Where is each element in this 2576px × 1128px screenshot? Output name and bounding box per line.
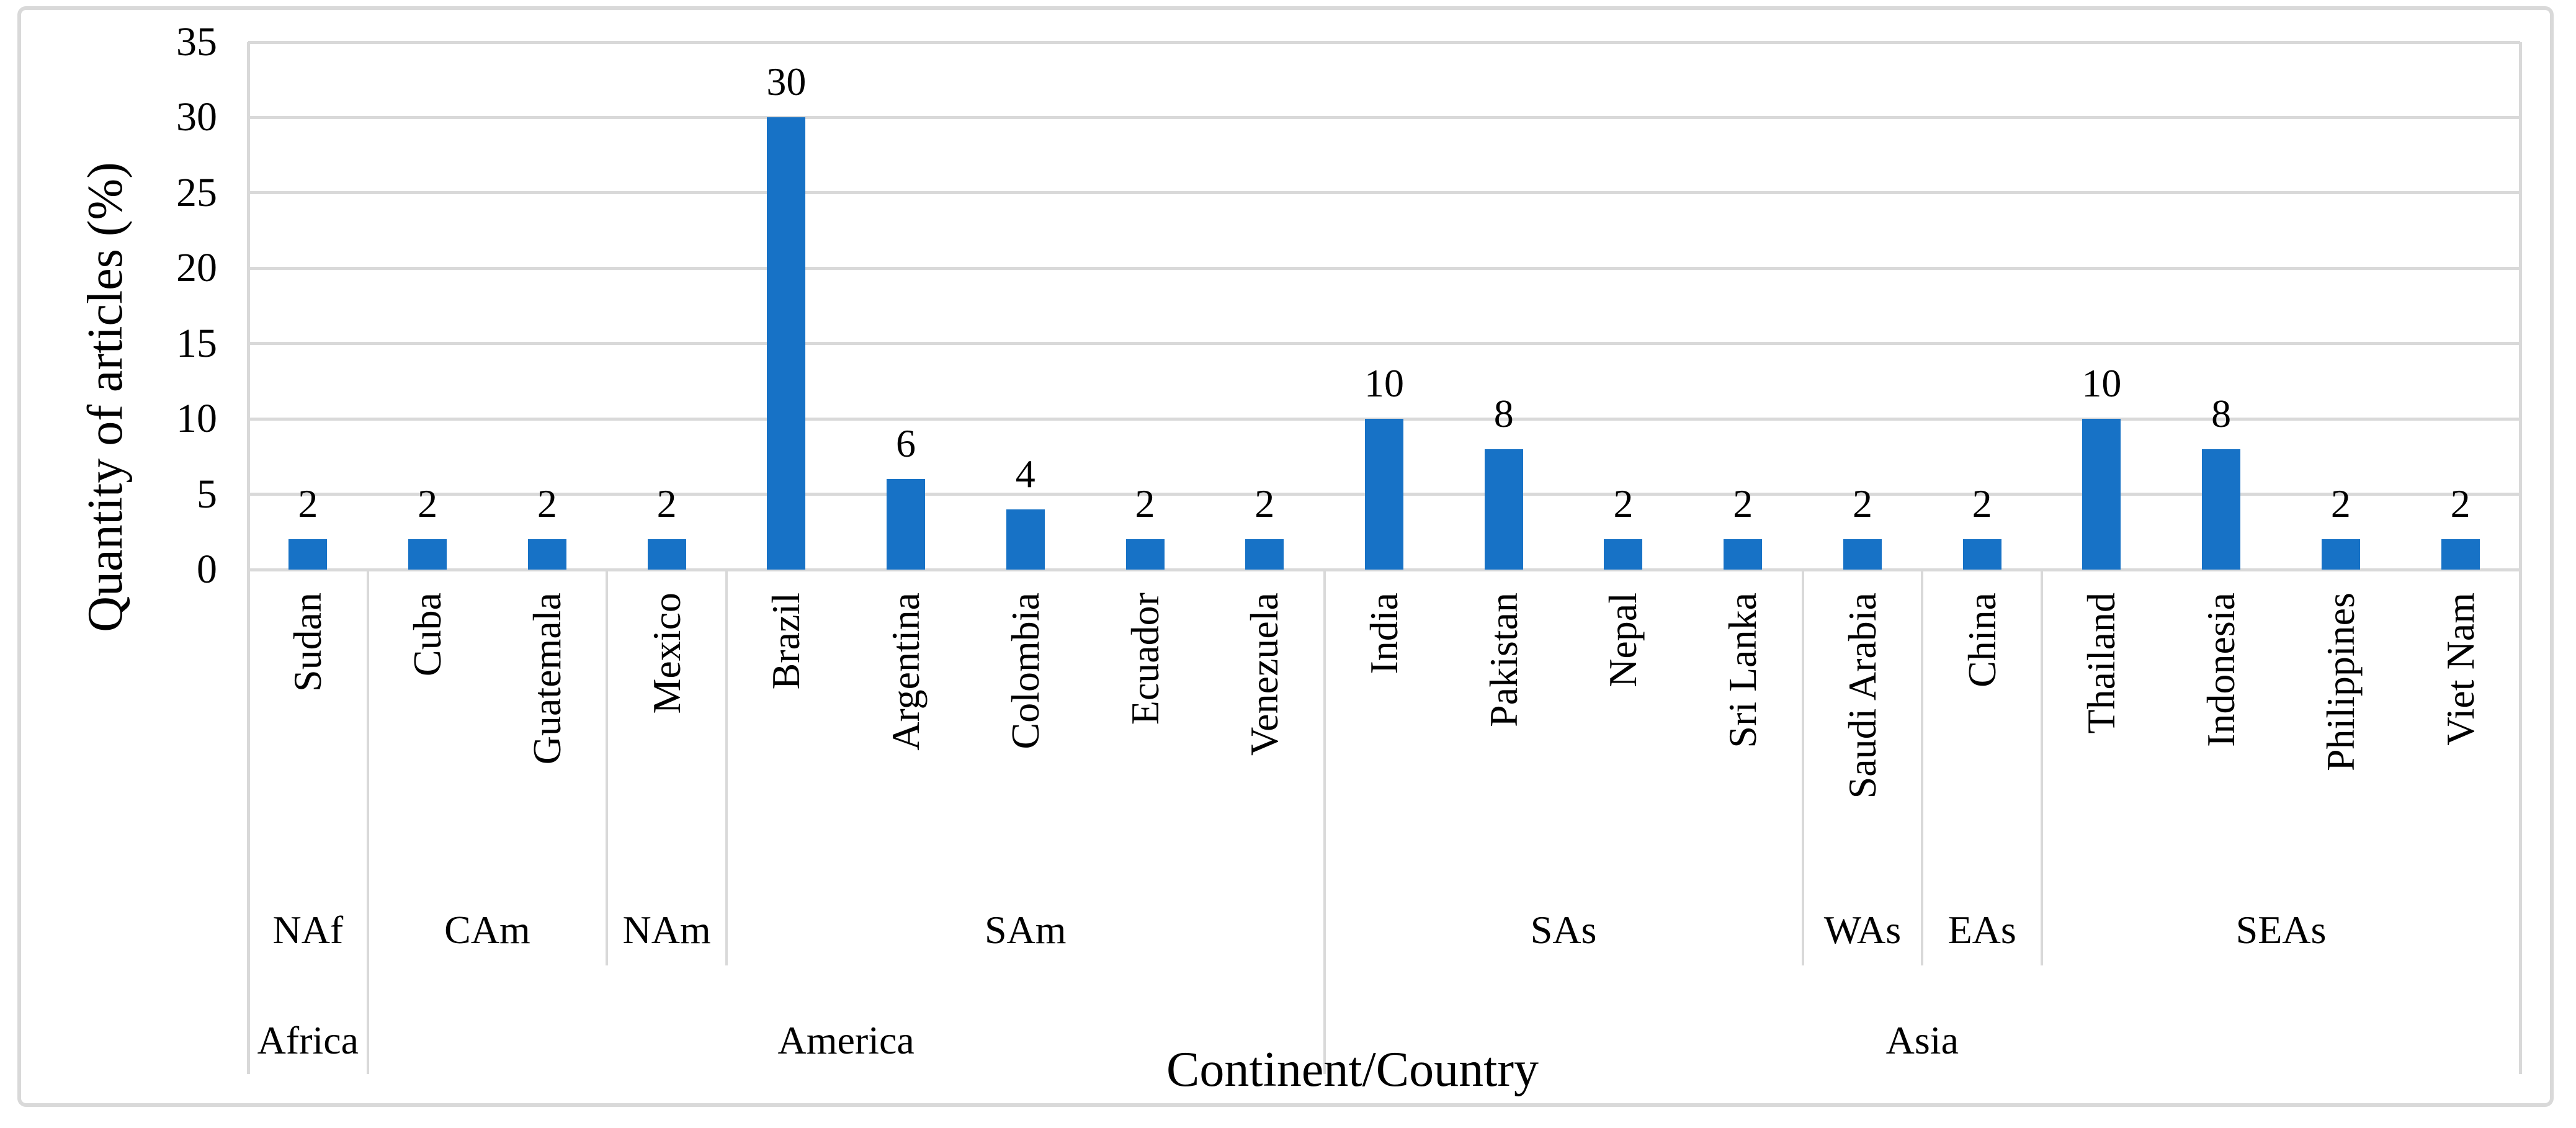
y-tick-label: 35 bbox=[176, 19, 217, 65]
bar-value-label: 2 bbox=[2330, 481, 2351, 526]
bar-value-label: 2 bbox=[2450, 481, 2471, 526]
region-divider bbox=[2041, 570, 2044, 965]
y-tick-label: 15 bbox=[176, 320, 217, 366]
region-label: NAf bbox=[272, 908, 344, 952]
bar-brazil bbox=[767, 117, 806, 570]
country-label: Sri Lanka bbox=[1720, 593, 1765, 748]
y-tick-label: 20 bbox=[176, 245, 217, 291]
bar-sri-lanka bbox=[1724, 539, 1763, 570]
bar-value-label: 2 bbox=[1972, 481, 1992, 526]
y-tick-label: 5 bbox=[197, 471, 217, 517]
country-label: Viet Nam bbox=[2438, 593, 2482, 746]
y-tick-label: 0 bbox=[197, 547, 217, 592]
bar-value-label: 2 bbox=[1733, 481, 1753, 526]
region-divider bbox=[1921, 570, 1924, 965]
bar-value-label: 8 bbox=[1493, 391, 1514, 436]
bar-nepal bbox=[1604, 539, 1643, 570]
continent-divider bbox=[366, 570, 369, 1074]
country-label: Colombia bbox=[1003, 593, 1047, 750]
bar-value-label: 2 bbox=[1135, 481, 1155, 526]
bar-value-label: 8 bbox=[2211, 391, 2232, 436]
continent-label: Asia bbox=[1885, 1018, 1959, 1062]
country-label: India bbox=[1362, 593, 1406, 674]
region-label: NAm bbox=[622, 908, 711, 952]
country-label: Sudan bbox=[285, 593, 330, 692]
bar-sudan bbox=[288, 539, 328, 570]
bar-value-label: 10 bbox=[1364, 361, 1404, 406]
region-label: SAs bbox=[1530, 908, 1597, 952]
region-label: SAm bbox=[984, 908, 1067, 952]
bar-colombia bbox=[1006, 509, 1045, 570]
region-divider bbox=[725, 570, 728, 965]
bar-indonesia bbox=[2202, 449, 2241, 570]
gridline-y30 bbox=[248, 115, 2520, 119]
bar-viet-nam bbox=[2441, 539, 2480, 570]
country-label: Cuba bbox=[405, 593, 450, 677]
bar-saudi-arabia bbox=[1843, 539, 1882, 570]
plot-right-border bbox=[2518, 42, 2522, 1074]
gridline-y15 bbox=[248, 342, 2520, 346]
bar-value-label: 4 bbox=[1015, 451, 1035, 496]
region-label: CAm bbox=[444, 908, 530, 952]
gridline-y0 bbox=[248, 568, 2520, 571]
bar-value-label: 2 bbox=[537, 481, 557, 526]
bar-ecuador bbox=[1125, 539, 1165, 570]
y-tick-label: 25 bbox=[176, 169, 217, 215]
country-label: Ecuador bbox=[1122, 593, 1167, 725]
bar-china bbox=[1962, 539, 2001, 570]
bar-argentina bbox=[887, 479, 926, 570]
country-label: Pakistan bbox=[1481, 593, 1526, 727]
country-label: Argentina bbox=[883, 593, 928, 751]
bar-pakistan bbox=[1484, 449, 1523, 570]
bar-guatemala bbox=[527, 539, 566, 570]
country-label: Mexico bbox=[644, 593, 689, 714]
y-tick-label: 10 bbox=[176, 396, 217, 442]
bar-mexico bbox=[647, 539, 686, 570]
bar-venezuela bbox=[1245, 539, 1284, 570]
bar-india bbox=[1365, 419, 1403, 570]
bar-value-label: 2 bbox=[1852, 481, 1872, 526]
country-label: Guatemala bbox=[524, 593, 569, 765]
bar-value-label: 2 bbox=[298, 481, 318, 526]
gridline-y20 bbox=[248, 266, 2520, 270]
gridline-y35 bbox=[248, 40, 2520, 44]
continent-label: America bbox=[777, 1018, 915, 1062]
bar-value-label: 2 bbox=[656, 481, 677, 526]
region-divider bbox=[606, 570, 609, 965]
bar-value-label: 2 bbox=[1254, 481, 1275, 526]
country-label: Venezuela bbox=[1242, 593, 1287, 756]
country-label: Brazil bbox=[764, 593, 808, 690]
bar-value-label: 2 bbox=[418, 481, 438, 526]
chart-frame bbox=[17, 6, 2554, 1107]
bar-value-label: 30 bbox=[766, 60, 807, 104]
bar-value-label: 6 bbox=[896, 421, 916, 466]
region-divider bbox=[1801, 570, 1804, 965]
bar-cuba bbox=[408, 539, 447, 570]
gridline-y25 bbox=[248, 191, 2520, 195]
country-label: Nepal bbox=[1601, 593, 1645, 687]
bar-philippines bbox=[2321, 539, 2360, 570]
bar-value-label: 2 bbox=[1613, 481, 1634, 526]
country-label: China bbox=[1959, 593, 2004, 687]
continent-label: Africa bbox=[257, 1018, 359, 1062]
continent-divider bbox=[1323, 570, 1326, 1074]
x-axis-title: Continent/Country bbox=[1166, 1042, 1539, 1097]
country-label: Saudi Arabia bbox=[1840, 593, 1884, 799]
country-label: Indonesia bbox=[2199, 593, 2243, 747]
country-label: Thailand bbox=[2079, 593, 2124, 734]
y-tick-label: 30 bbox=[176, 94, 217, 140]
bar-thailand bbox=[2082, 419, 2121, 570]
region-label: WAs bbox=[1823, 908, 1902, 952]
region-label: EAs bbox=[1948, 908, 2016, 952]
region-label: SEAs bbox=[2235, 908, 2327, 952]
plot-left-border bbox=[246, 42, 250, 1074]
country-label: Philippines bbox=[2318, 593, 2363, 772]
bar-value-label: 10 bbox=[2082, 361, 2122, 406]
